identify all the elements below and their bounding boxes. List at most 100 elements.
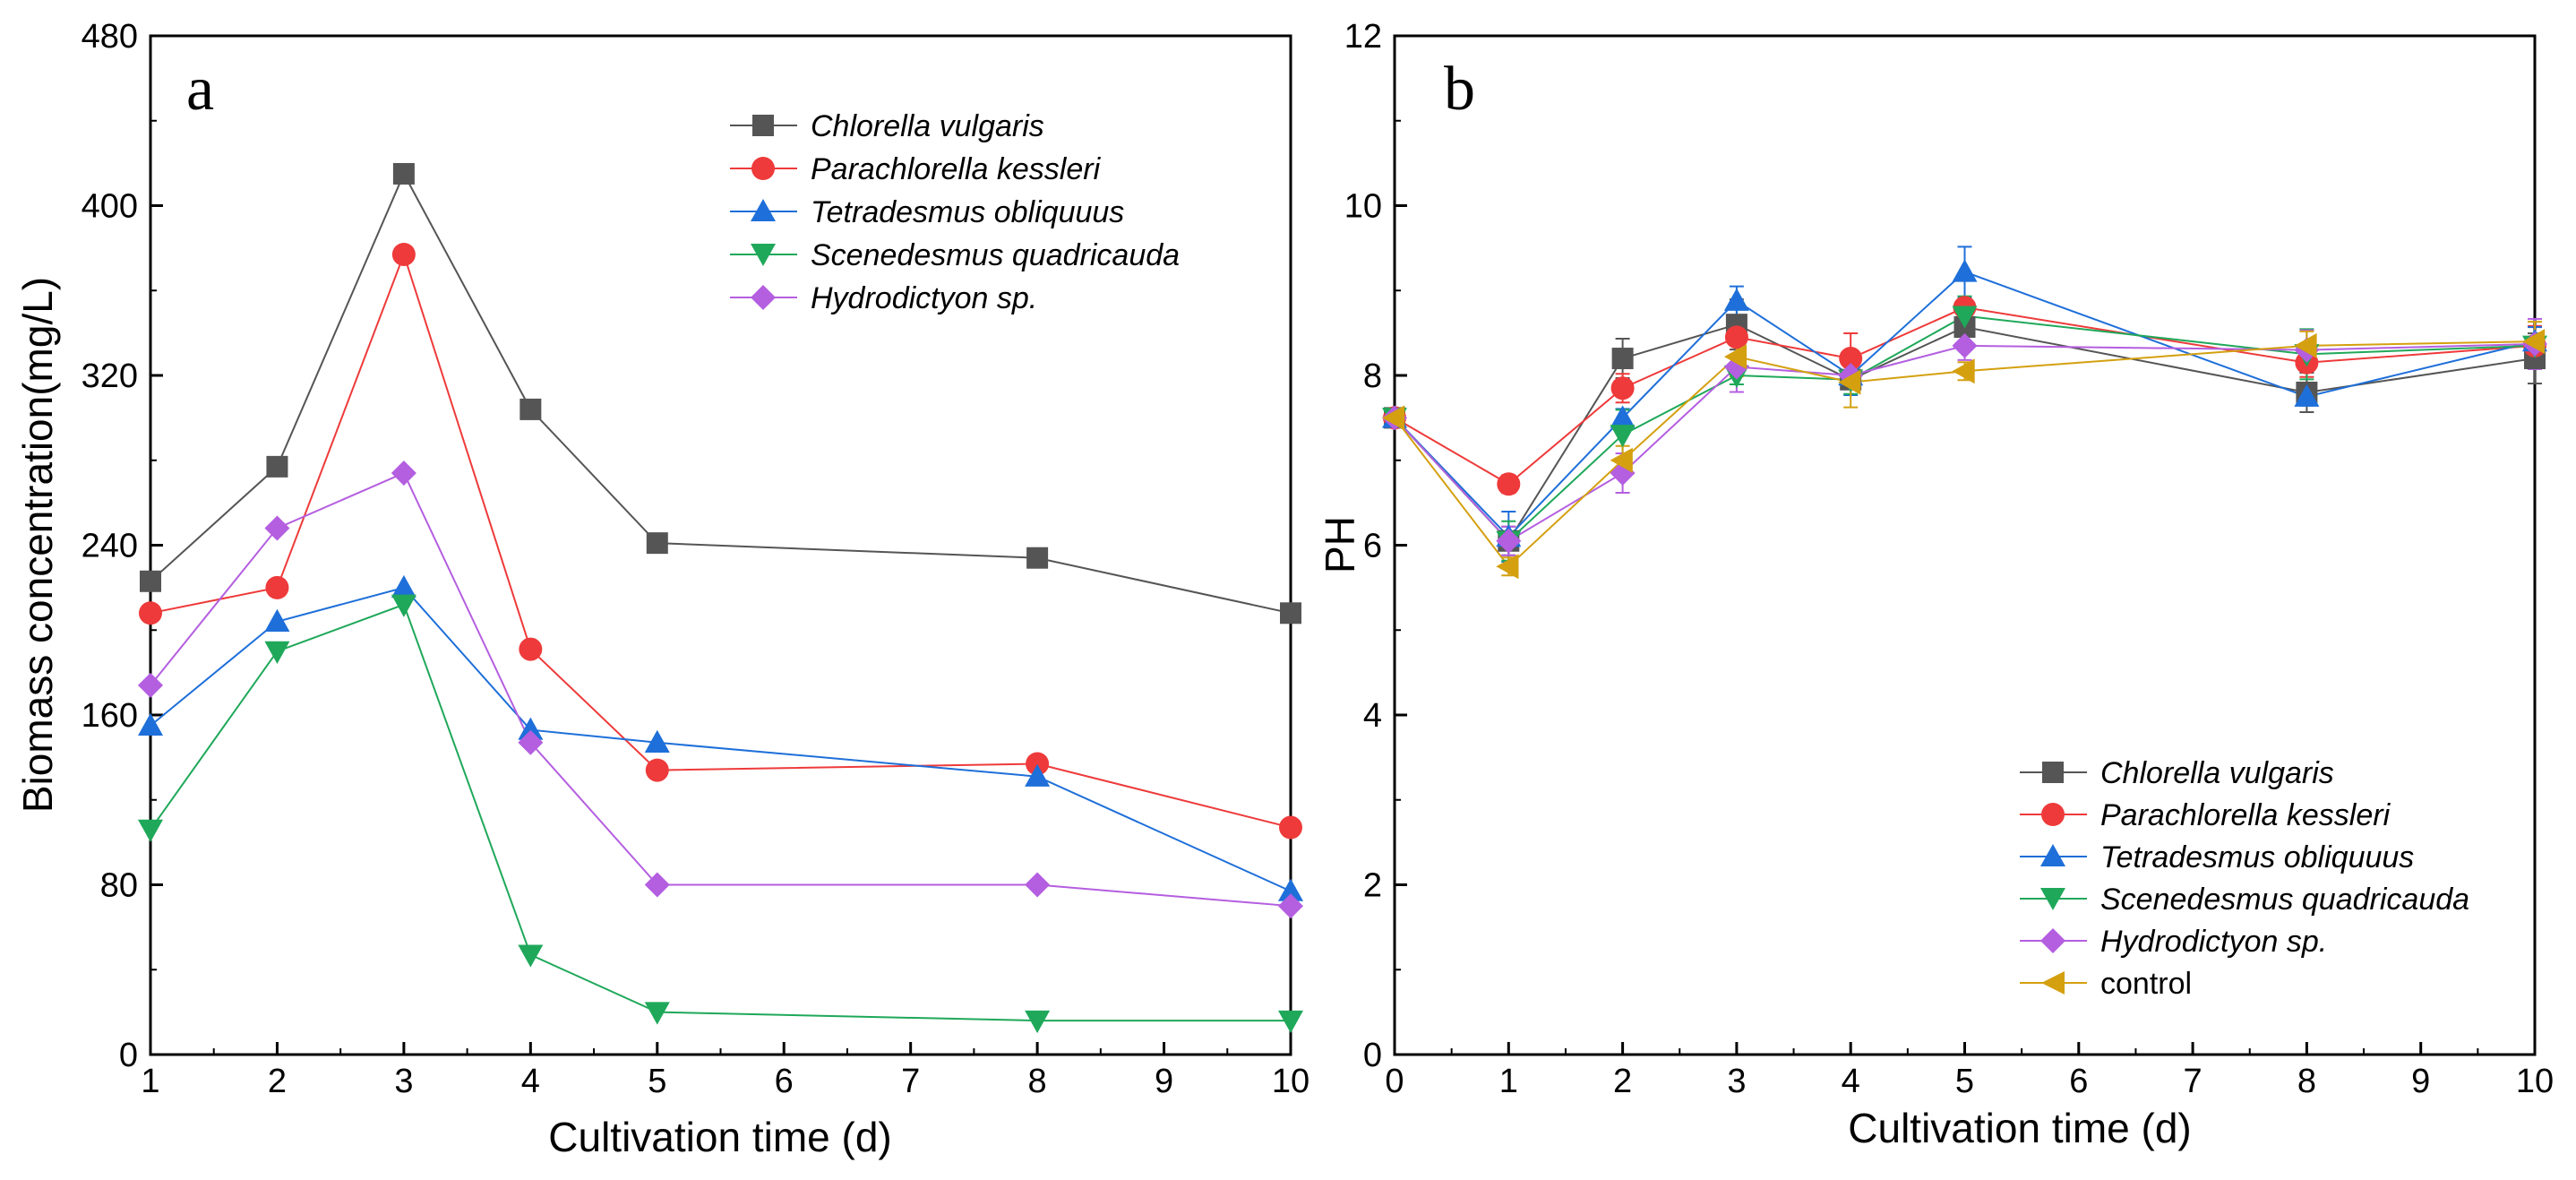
- legend-a-diamond-marker: [751, 285, 776, 310]
- a-point-s4-x1: [138, 819, 163, 842]
- a-point-s1-x3: [392, 162, 415, 185]
- a-point-s2-x5: [645, 758, 669, 782]
- a-point-s3-x2: [264, 608, 290, 632]
- a-y-tick-label: 320: [82, 357, 138, 395]
- b-y-tick-label: 0: [1363, 1037, 1382, 1074]
- a-series-line-5: [150, 471, 1292, 908]
- b-point-s6-x0: [1382, 405, 1405, 431]
- a-series-line-3: [150, 586, 1292, 892]
- b-x-tick-label: 9: [2411, 1063, 2430, 1100]
- a-point-s5-x2: [264, 515, 290, 541]
- b-point-s5-x1: [1496, 528, 1522, 554]
- a-series-line-4: [150, 603, 1291, 1022]
- a-point-s1-x1: [140, 570, 161, 592]
- legend-a-item-2: Parachlorella kessleri: [730, 152, 1102, 186]
- a-y-tick-label: 0: [119, 1037, 138, 1074]
- legend-b-triangle-down-marker: [2040, 888, 2065, 910]
- a-y-tick-label: 400: [82, 188, 138, 226]
- a-point-s4-x10: [1278, 1010, 1303, 1034]
- b-series-line-3: [1394, 271, 2536, 538]
- b-point-s3-x3: [1723, 288, 1749, 311]
- a-point-s4-x8: [1025, 1010, 1051, 1034]
- b-point-s6-x10: [2522, 329, 2546, 355]
- a-series-line-2: [150, 251, 1292, 829]
- b-y-tick-label: 4: [1363, 697, 1382, 735]
- legend-b-item-2: Parachlorella kessleri: [2020, 798, 2391, 832]
- b-x-tick-label: 1: [1499, 1063, 1518, 1100]
- b-x-tick-label: 5: [1955, 1063, 1974, 1100]
- a-point-s2-x2: [265, 575, 289, 599]
- a-point-s5-x8: [1025, 872, 1051, 898]
- b-x-tick-label: 10: [2516, 1063, 2554, 1100]
- legend-a-label-2: Parachlorella kessleri: [811, 152, 1102, 186]
- a-point-s1-x5: [646, 532, 668, 555]
- a-point-s3-x8: [1025, 763, 1051, 787]
- b-series-line-1: [1394, 323, 2536, 543]
- legend-b-item-1: Chlorella vulgaris: [2020, 756, 2334, 790]
- a-point-s5-x5: [644, 872, 670, 898]
- panel-b-legend: Chlorella vulgaris Parachlorella kessler…: [2020, 756, 2469, 1001]
- b-x-tick-label: 2: [1613, 1063, 1632, 1100]
- a-point-s2-x1: [139, 601, 162, 625]
- b-point-s6-x5: [1952, 358, 1975, 384]
- a-point-s4-x5: [644, 1002, 670, 1025]
- a-point-s3-x10: [1278, 878, 1303, 901]
- b-x-tick-label: 8: [2297, 1063, 2316, 1100]
- legend-a-label-5: Hydrodictyon sp.: [811, 281, 1037, 315]
- b-point-s2-x2: [1610, 376, 1635, 401]
- legend-a-circle-marker: [751, 157, 775, 180]
- a-point-s5-x4: [518, 729, 544, 755]
- b-point-s3-x8: [2294, 383, 2320, 407]
- legend-b-item-3: Tetradesmus obliquuus: [2020, 840, 2414, 874]
- b-x-tick-label: 0: [1385, 1063, 1404, 1100]
- a-point-s4-x3: [391, 594, 416, 617]
- a-point-s3-x5: [644, 729, 670, 753]
- a-x-tick-label: 9: [1155, 1063, 1173, 1100]
- legend-b-label-4: Scenedesmus quadricauda: [2100, 883, 2469, 917]
- b-point-s5-x5: [1952, 332, 1978, 358]
- panel-a-legend: Chlorella vulgaris Parachlorella kessler…: [730, 109, 1180, 315]
- b-point-s4-x2: [1610, 425, 1636, 448]
- a-y-tick-label: 480: [82, 18, 138, 56]
- b-x-tick-label: 6: [2069, 1063, 2088, 1100]
- b-y-tick-label: 8: [1363, 357, 1382, 395]
- b-point-s6-x4: [1838, 369, 1861, 395]
- b-point-s6-x2: [1610, 447, 1633, 473]
- a-point-s1-x4: [519, 398, 542, 420]
- legend-a-label-1: Chlorella vulgaris: [811, 109, 1044, 143]
- a-point-s1-x10: [1280, 602, 1301, 624]
- legend-a-item-5: Hydrodictyon sp.: [730, 281, 1037, 315]
- legend-b-item-5: Hydrodictyon sp.: [2020, 925, 2327, 959]
- legend-b-label-1: Chlorella vulgaris: [2100, 756, 2334, 790]
- legend-a-label-4: Scenedesmus quadricauda: [811, 238, 1180, 272]
- b-series-line-4: [1394, 314, 2536, 543]
- b-y-tick-label: 12: [1344, 18, 1382, 56]
- a-point-s3-x1: [138, 712, 163, 736]
- legend-a-triangle-up-marker: [751, 199, 776, 221]
- a-x-tick-label: 1: [141, 1063, 159, 1100]
- b-point-s2-x4: [1839, 347, 1863, 371]
- legend-b-item-4: Scenedesmus quadricauda: [2020, 883, 2469, 917]
- legend-b-square-marker: [2042, 762, 2064, 783]
- panel-b-letter: b: [1444, 55, 1475, 124]
- b-y-tick-label: 10: [1344, 188, 1382, 226]
- a-point-s5-x3: [391, 460, 416, 486]
- b-point-s6-x1: [1496, 554, 1519, 580]
- legend-b-triangle-left-marker: [2041, 971, 2065, 995]
- a-point-s5-x10: [1278, 893, 1303, 919]
- a-point-s2-x4: [519, 637, 543, 661]
- a-x-tick-label: 8: [1028, 1063, 1047, 1100]
- a-point-s4-x4: [518, 944, 544, 968]
- legend-b-circle-marker: [2041, 803, 2065, 826]
- a-point-s3-x3: [391, 574, 416, 599]
- b-point-s6-x3: [1723, 344, 1747, 370]
- b-series-line-6: [1394, 340, 2536, 568]
- panel-b-x-axis-label: Cultivation time (d): [1848, 1105, 2191, 1151]
- a-x-tick-label: 4: [521, 1063, 540, 1100]
- b-point-s3-x5: [1952, 259, 1978, 282]
- b-point-s3-x2: [1610, 405, 1636, 428]
- legend-a-label-3: Tetradesmus obliquuus: [811, 195, 1124, 229]
- panel-a-x-axis-label: Cultivation time (d): [548, 1114, 891, 1160]
